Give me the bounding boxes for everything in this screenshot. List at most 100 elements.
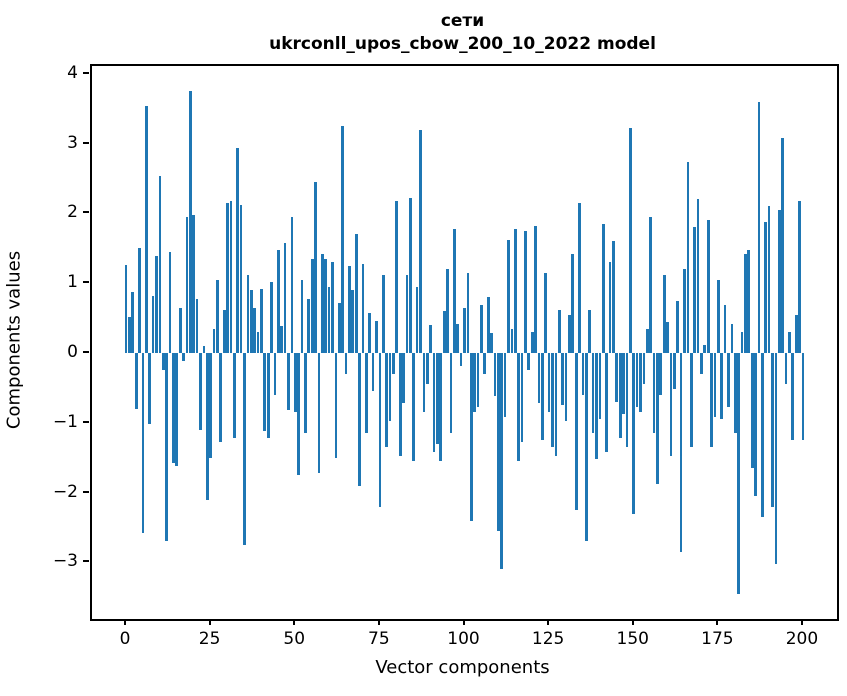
- bar: [740, 332, 744, 353]
- bar: [476, 352, 480, 408]
- bar: [510, 328, 514, 353]
- bar: [656, 352, 659, 485]
- bar: [442, 311, 446, 353]
- bar: [757, 101, 761, 353]
- bar: [733, 352, 737, 434]
- bar: [547, 352, 551, 413]
- x-axis-tick: [800, 619, 803, 625]
- bar: [581, 352, 585, 395]
- bar: [730, 323, 734, 353]
- y-axis-tick: [83, 560, 89, 563]
- bar: [744, 253, 747, 353]
- bar: [320, 253, 324, 353]
- bar: [798, 201, 801, 353]
- bar: [263, 352, 267, 432]
- bar: [138, 248, 141, 353]
- bar: [466, 272, 470, 353]
- bar: [774, 352, 778, 564]
- bar: [425, 352, 429, 385]
- bar: [348, 265, 351, 353]
- bar: [395, 200, 399, 353]
- bar: [574, 352, 578, 511]
- bar: [727, 352, 730, 408]
- bar: [696, 199, 700, 353]
- bar: [625, 352, 629, 448]
- bar: [307, 298, 311, 353]
- bar: [358, 352, 361, 486]
- bar: [436, 352, 439, 444]
- bar: [554, 352, 558, 457]
- bar: [368, 313, 372, 353]
- x-tick-label: 200: [785, 629, 819, 649]
- bar: [276, 249, 280, 353]
- bar: [212, 328, 216, 353]
- bar: [578, 202, 581, 353]
- bar: [601, 223, 605, 353]
- bar: [463, 307, 466, 353]
- bar: [297, 352, 300, 476]
- bar: [764, 221, 768, 353]
- bar: [490, 333, 493, 353]
- bar: [331, 262, 334, 353]
- bar: [642, 352, 646, 385]
- bar: [639, 352, 642, 413]
- bar: [178, 308, 182, 353]
- bar: [689, 352, 693, 448]
- bar: [141, 352, 145, 534]
- bar: [266, 352, 270, 439]
- bar: [283, 242, 287, 353]
- bar: [151, 295, 155, 353]
- y-axis-tick: [83, 281, 89, 284]
- y-axis-tick: [83, 420, 89, 423]
- bar: [791, 352, 795, 441]
- bar: [188, 91, 192, 353]
- y-tick-label: 3: [67, 132, 78, 153]
- bar: [737, 352, 741, 594]
- bar: [568, 314, 571, 353]
- x-axis-tick: [293, 619, 296, 625]
- bar: [232, 352, 236, 439]
- y-tick-label: −1: [52, 411, 78, 432]
- bar: [249, 290, 253, 353]
- bar: [293, 352, 297, 413]
- x-axis-tick: [124, 619, 127, 625]
- bar: [486, 297, 490, 353]
- bar: [571, 253, 575, 353]
- bar: [287, 352, 290, 411]
- bar: [304, 352, 307, 434]
- bar: [381, 274, 385, 353]
- bar: [527, 352, 531, 371]
- bar: [683, 269, 686, 353]
- bar: [669, 352, 673, 457]
- bar: [564, 352, 568, 422]
- bar: [226, 202, 229, 353]
- bar: [618, 352, 622, 439]
- bar: [584, 352, 588, 542]
- bar: [415, 286, 419, 353]
- bar: [385, 352, 388, 448]
- bar: [666, 321, 669, 353]
- bar: [412, 352, 416, 462]
- bar: [256, 332, 260, 353]
- bar: [446, 269, 449, 353]
- x-axis-tick: [462, 619, 465, 625]
- x-axis-tick: [631, 619, 634, 625]
- bar: [659, 352, 663, 395]
- bar: [703, 344, 707, 353]
- bar: [158, 176, 162, 353]
- bar: [676, 300, 680, 353]
- bar: [229, 201, 233, 353]
- plot-area: [90, 64, 839, 621]
- bar: [273, 352, 277, 395]
- y-axis-label: Components values: [3, 250, 25, 430]
- bar: [544, 272, 548, 353]
- bar: [612, 241, 615, 353]
- bar: [723, 305, 727, 353]
- bar: [222, 309, 226, 353]
- bar: [310, 258, 314, 353]
- bar: [540, 352, 544, 441]
- bar: [205, 352, 209, 500]
- bar: [354, 234, 358, 353]
- bar: [388, 352, 392, 422]
- bar: [124, 264, 128, 353]
